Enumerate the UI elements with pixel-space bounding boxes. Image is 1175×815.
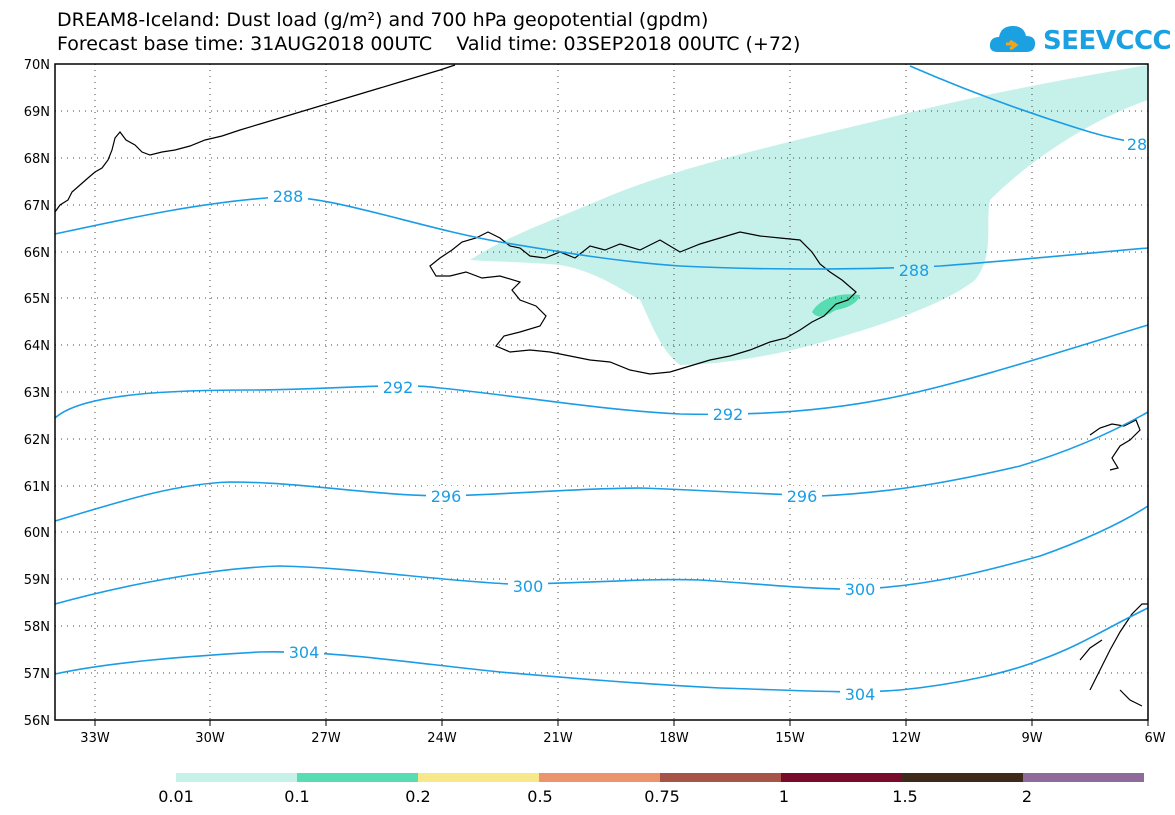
contour-label: 304 bbox=[845, 685, 876, 704]
lon-label: 30W bbox=[195, 731, 225, 746]
lat-label: 67N bbox=[24, 199, 50, 214]
cloud-icon bbox=[989, 26, 1036, 52]
contour-label: 300 bbox=[513, 577, 544, 596]
lat-label: 68N bbox=[24, 152, 50, 167]
lon-labels: 33W 30W 27W 24W 21W 18W 15W 12W 9W 6W bbox=[80, 731, 1165, 746]
scotland-coast bbox=[1079, 603, 1148, 707]
contour-label: 296 bbox=[787, 487, 818, 506]
geopotential-contours bbox=[54, 65, 1149, 693]
graticule bbox=[55, 64, 1148, 720]
contour-300 bbox=[54, 505, 1149, 605]
colorbar-label: 0.5 bbox=[527, 787, 553, 806]
colorbar-swatch bbox=[902, 773, 1023, 782]
colorbar-swatch bbox=[176, 773, 297, 782]
colorbar-label: 0.2 bbox=[405, 787, 431, 806]
iceland-coast bbox=[429, 231, 857, 375]
lon-label: 12W bbox=[891, 731, 921, 746]
contour-296 bbox=[54, 411, 1149, 522]
seevccc-logo: SEEVCCC bbox=[988, 18, 1172, 62]
lat-label: 70N bbox=[24, 58, 50, 73]
lon-label: 15W bbox=[775, 731, 805, 746]
contour-label: 296 bbox=[431, 487, 462, 506]
colorbar-swatch bbox=[539, 773, 660, 782]
contour-label: 304 bbox=[289, 643, 320, 662]
lat-label: 65N bbox=[24, 292, 50, 307]
contour-label: 288 bbox=[899, 261, 930, 280]
lat-label: 64N bbox=[24, 339, 50, 354]
dust-gap bbox=[600, 328, 636, 353]
faroe-coast bbox=[1089, 419, 1141, 471]
colorbar-swatch bbox=[660, 773, 781, 782]
lon-label: 27W bbox=[311, 731, 341, 746]
contour-label: 292 bbox=[713, 405, 744, 424]
lat-label: 62N bbox=[24, 433, 50, 448]
lon-label: 9W bbox=[1021, 731, 1042, 746]
map-frame bbox=[54, 63, 1149, 721]
dust-load-layer bbox=[470, 65, 1148, 365]
colorbar-swatch bbox=[418, 773, 539, 782]
contour-labels: 288 288 28 292 292 296 296 300 300 304 3… bbox=[268, 134, 1150, 704]
colorbar-swatch bbox=[297, 773, 418, 782]
map-subtitle: Forecast base time: 31AUG2018 00UTC Vali… bbox=[57, 33, 801, 55]
colorbar-swatch bbox=[1023, 773, 1144, 782]
contour-288 bbox=[54, 196, 1149, 270]
colorbar-swatch bbox=[781, 773, 902, 782]
lon-label: 21W bbox=[543, 731, 573, 746]
lat-labels: 70N 69N 68N 67N 66N 65N 64N 63N 62N 61N … bbox=[24, 58, 50, 729]
axis-ticks bbox=[94, 720, 1149, 726]
greenland-coast bbox=[54, 64, 456, 213]
colorbar bbox=[176, 773, 1144, 782]
lat-label: 56N bbox=[24, 714, 50, 729]
lon-label: 6W bbox=[1144, 731, 1165, 746]
lat-label: 61N bbox=[24, 480, 50, 495]
contour-label: 28 bbox=[1127, 135, 1147, 154]
colorbar-label: 0.01 bbox=[158, 787, 194, 806]
contour-label: 288 bbox=[273, 187, 304, 206]
colorbar-label: 1 bbox=[778, 787, 790, 806]
lat-label: 57N bbox=[24, 667, 50, 682]
lat-label: 63N bbox=[24, 386, 50, 401]
contour-label: 300 bbox=[845, 580, 876, 599]
coastlines bbox=[54, 64, 1148, 707]
lat-label: 60N bbox=[24, 526, 50, 541]
colorbar-label: 0.1 bbox=[284, 787, 310, 806]
map-title: DREAM8-Iceland: Dust load (g/m²) and 700… bbox=[57, 9, 709, 31]
lat-label: 66N bbox=[24, 246, 50, 261]
lon-label: 24W bbox=[427, 731, 457, 746]
contour-label: 292 bbox=[383, 378, 414, 397]
colorbar-label: 0.75 bbox=[644, 787, 680, 806]
logo-text: SEEVCCC bbox=[1043, 26, 1172, 56]
contour-292 bbox=[54, 324, 1149, 419]
lat-label: 69N bbox=[24, 105, 50, 120]
lat-label: 58N bbox=[24, 620, 50, 635]
dust-plume bbox=[470, 65, 1148, 365]
lat-label: 59N bbox=[24, 573, 50, 588]
contour-304 bbox=[54, 607, 1149, 693]
lon-label: 33W bbox=[80, 731, 110, 746]
colorbar-label: 2 bbox=[1021, 787, 1033, 806]
lon-label: 18W bbox=[659, 731, 689, 746]
colorbar-label: 1.5 bbox=[892, 787, 918, 806]
